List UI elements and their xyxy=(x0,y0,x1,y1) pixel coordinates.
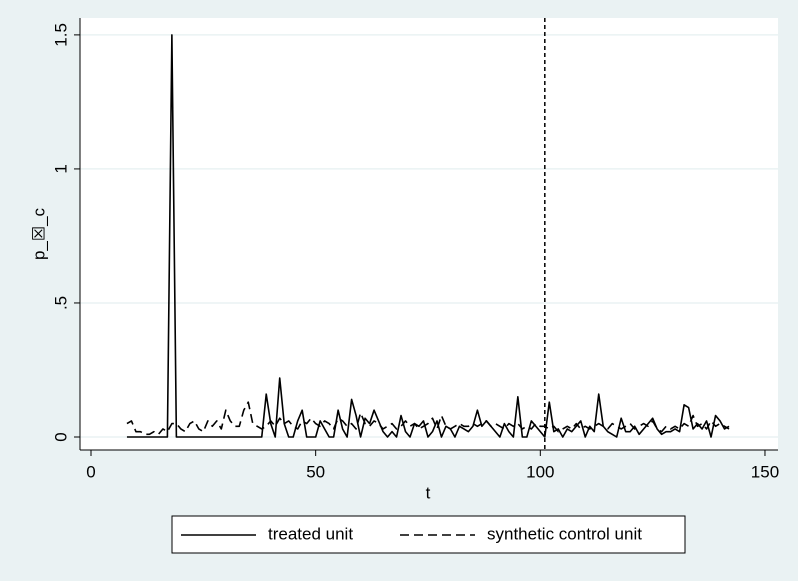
plot-area xyxy=(80,18,778,450)
series-line xyxy=(126,34,730,438)
x-tick-label: 100 xyxy=(526,462,554,481)
x-tick-label: 50 xyxy=(306,462,325,481)
x-tick-label: 150 xyxy=(751,462,779,481)
legend: treated unit synthetic control unit xyxy=(171,515,686,554)
x-tick-label: 0 xyxy=(86,462,95,481)
y-axis-label: p_☒_c xyxy=(29,207,48,260)
y-tick-label: 1 xyxy=(51,164,70,173)
legend-label: treated unit xyxy=(268,524,353,543)
series-line xyxy=(126,401,730,436)
x-axis-label: t xyxy=(426,483,431,502)
legend-label: synthetic control unit xyxy=(487,524,642,543)
y-tick-label: .5 xyxy=(51,296,70,310)
y-tick-label: 0 xyxy=(51,432,70,441)
y-tick-label: 1.5 xyxy=(51,23,70,47)
